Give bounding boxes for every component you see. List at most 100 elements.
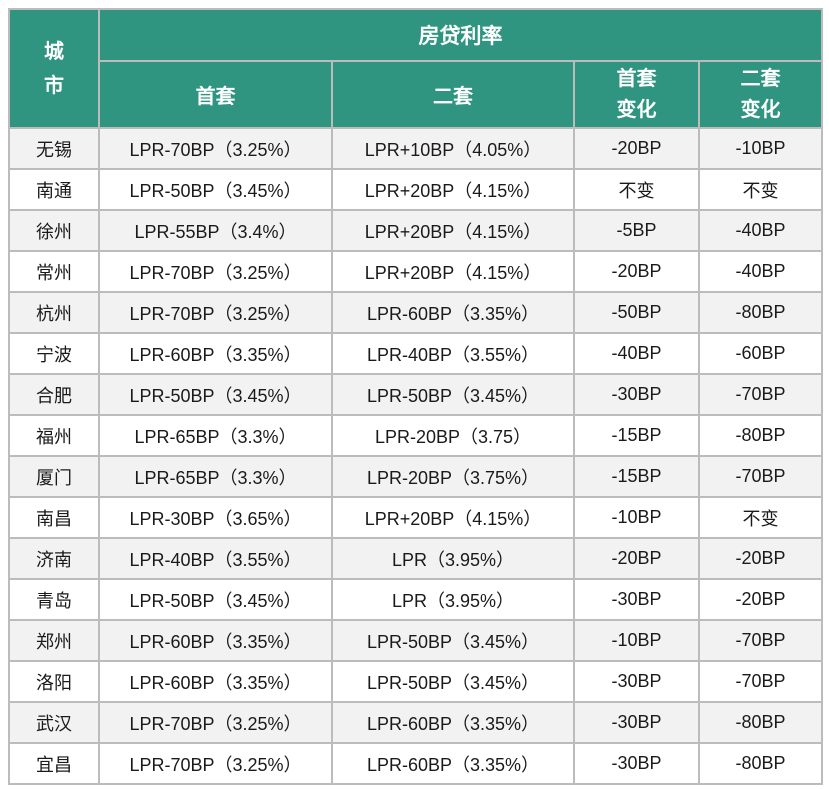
table-row: 宁波 LPR-60BP（3.35%） LPR-40BP（3.55%） -40BP -60… xyxy=(8,332,823,375)
second-home-rate-cell: LPR-20BP（3.75%） xyxy=(331,455,575,498)
first-home-rate-cell: LPR-70BP（3.25%） xyxy=(98,742,333,785)
second-change-cell: -80BP xyxy=(698,291,823,334)
city-cell: 洛阳 xyxy=(8,660,100,703)
table-row: 宜昌 LPR-70BP（3.25%） LPR-60BP（3.35%） -30BP -80… xyxy=(8,742,823,785)
first-change-cell: -30BP xyxy=(573,373,700,416)
table-row: 厦门 LPR-65BP（3.3%） LPR-20BP（3.75%） -15BP -70B… xyxy=(8,455,823,498)
column-header-first-home: 首套 xyxy=(98,60,333,129)
second-home-rate-cell: LPR+20BP（4.15%） xyxy=(331,168,575,211)
second-home-rate-cell: LPR+20BP（4.15%） xyxy=(331,496,575,539)
table-row: 常州 LPR-70BP（3.25%） LPR+20BP（4.15%） -20BP -40… xyxy=(8,250,823,293)
table-row: 徐州 LPR-55BP（3.4%） LPR+20BP（4.15%） -5BP -40BP xyxy=(8,209,823,252)
table-row: 无锡 LPR-70BP（3.25%） LPR+10BP（4.05%） -20BP -10… xyxy=(8,127,823,170)
second-change-cell: -20BP xyxy=(698,537,823,580)
second-change-cell: -70BP xyxy=(698,660,823,703)
first-home-rate-cell: LPR-40BP（3.55%） xyxy=(98,537,333,580)
first-home-rate-cell: LPR-55BP（3.4%） xyxy=(98,209,333,252)
second-change-cell: -10BP xyxy=(698,127,823,170)
table-row: 武汉 LPR-70BP（3.25%） LPR-60BP（3.35%） -30BP -80… xyxy=(8,701,823,744)
first-home-rate-cell: LPR-60BP（3.35%） xyxy=(98,619,333,662)
first-change-cell: -20BP xyxy=(573,127,700,170)
second-change-cell: -40BP xyxy=(698,209,823,252)
first-home-rate-cell: LPR-70BP（3.25%） xyxy=(98,250,333,293)
second-home-rate-cell: LPR-50BP（3.45%） xyxy=(331,660,575,703)
second-home-rate-cell: LPR-50BP（3.45%） xyxy=(331,373,575,416)
second-home-rate-cell: LPR-60BP（3.35%） xyxy=(331,291,575,334)
first-change-cell: -40BP xyxy=(573,332,700,375)
first-home-rate-cell: LPR-50BP（3.45%） xyxy=(98,168,333,211)
first-change-cell: -10BP xyxy=(573,496,700,539)
first-change-cell: -15BP xyxy=(573,414,700,457)
first-change-cell: -30BP xyxy=(573,578,700,621)
second-home-rate-cell: LPR-60BP（3.35%） xyxy=(331,701,575,744)
city-cell: 合肥 xyxy=(8,373,100,416)
second-change-cell: -80BP xyxy=(698,742,823,785)
first-home-rate-cell: LPR-70BP（3.25%） xyxy=(98,291,333,334)
city-cell: 青岛 xyxy=(8,578,100,621)
first-change-cell: -20BP xyxy=(573,250,700,293)
second-home-rate-cell: LPR+20BP（4.15%） xyxy=(331,250,575,293)
first-change-cell: -10BP xyxy=(573,619,700,662)
header-row-subcolumns: 首套 二套 首套 变化 二套 变化 xyxy=(9,60,823,129)
first-change-cell: -30BP xyxy=(573,660,700,703)
city-cell: 宜昌 xyxy=(8,742,100,785)
first-change-cell: -5BP xyxy=(573,209,700,252)
first-change-cell: 不变 xyxy=(573,168,700,211)
second-home-rate-cell: LPR-60BP（3.35%） xyxy=(331,742,575,785)
first-change-cell: -15BP xyxy=(573,455,700,498)
city-cell: 杭州 xyxy=(8,291,100,334)
group-header-mortgage-rate: 房贷利率 xyxy=(98,8,823,62)
city-cell: 常州 xyxy=(8,250,100,293)
first-home-rate-cell: LPR-70BP（3.25%） xyxy=(98,701,333,744)
second-change-cell: -80BP xyxy=(698,701,823,744)
city-cell: 南通 xyxy=(8,168,100,211)
second-home-rate-cell: LPR-40BP（3.55%） xyxy=(331,332,575,375)
first-change-cell: -50BP xyxy=(573,291,700,334)
second-change-cell: 不变 xyxy=(698,168,823,211)
city-cell: 徐州 xyxy=(8,209,100,252)
second-change-cell: 不变 xyxy=(698,496,823,539)
city-cell: 福州 xyxy=(8,414,100,457)
table-body: 无锡 LPR-70BP（3.25%） LPR+10BP（4.05%） -20BP -10… xyxy=(8,127,823,785)
mortgage-rate-table: 城 市 房贷利率 首套 二套 首套 变化 二套 变化 无锡 LPR-70BP（3.… xyxy=(8,8,823,785)
city-cell: 厦门 xyxy=(8,455,100,498)
second-change-cell: -70BP xyxy=(698,455,823,498)
first-home-rate-cell: LPR-30BP（3.65%） xyxy=(98,496,333,539)
second-home-rate-cell: LPR-20BP（3.75） xyxy=(331,414,575,457)
table-row: 青岛 LPR-50BP（3.45%） LPR（3.95%） -30BP -20BP xyxy=(8,578,823,621)
table-row: 济南 LPR-40BP（3.55%） LPR（3.95%） -20BP -20BP xyxy=(8,537,823,580)
city-cell: 武汉 xyxy=(8,701,100,744)
table-row: 合肥 LPR-50BP（3.45%） LPR-50BP（3.45%） -30BP -70… xyxy=(8,373,823,416)
second-change-cell: -60BP xyxy=(698,332,823,375)
first-home-rate-cell: LPR-50BP（3.45%） xyxy=(98,373,333,416)
table-row: 郑州 LPR-60BP（3.35%） LPR-50BP（3.45%） -10BP -70… xyxy=(8,619,823,662)
table-row: 南昌 LPR-30BP（3.65%） LPR+20BP（4.15%） -10BP 不变 xyxy=(8,496,823,539)
city-cell: 南昌 xyxy=(8,496,100,539)
second-home-rate-cell: LPR（3.95%） xyxy=(331,537,575,580)
second-change-cell: -70BP xyxy=(698,373,823,416)
first-home-rate-cell: LPR-60BP（3.35%） xyxy=(98,332,333,375)
second-change-cell: -40BP xyxy=(698,250,823,293)
second-change-cell: -20BP xyxy=(698,578,823,621)
second-change-cell: -80BP xyxy=(698,414,823,457)
first-change-cell: -20BP xyxy=(573,537,700,580)
second-home-rate-cell: LPR-50BP（3.45%） xyxy=(331,619,575,662)
table-row: 福州 LPR-65BP（3.3%） LPR-20BP（3.75） -15BP -80BP xyxy=(8,414,823,457)
first-home-rate-cell: LPR-70BP（3.25%） xyxy=(98,127,333,170)
first-home-rate-cell: LPR-50BP（3.45%） xyxy=(98,578,333,621)
first-home-rate-cell: LPR-65BP（3.3%） xyxy=(98,455,333,498)
table-row: 洛阳 LPR-60BP（3.35%） LPR-50BP（3.45%） -30BP -70… xyxy=(8,660,823,703)
city-cell: 宁波 xyxy=(8,332,100,375)
table-row: 杭州 LPR-70BP（3.25%） LPR-60BP（3.35%） -50BP -80… xyxy=(8,291,823,334)
first-change-cell: -30BP xyxy=(573,742,700,785)
second-home-rate-cell: LPR+20BP（4.15%） xyxy=(331,209,575,252)
header-row-group: 城 市 房贷利率 xyxy=(8,8,823,129)
table-header: 城 市 房贷利率 首套 二套 首套 变化 二套 变化 xyxy=(8,8,823,129)
city-cell: 郑州 xyxy=(8,619,100,662)
city-cell: 济南 xyxy=(8,537,100,580)
first-change-cell: -30BP xyxy=(573,701,700,744)
first-home-rate-cell: LPR-65BP（3.3%） xyxy=(98,414,333,457)
column-header-first-home-change: 首套 变化 xyxy=(573,60,700,129)
column-header-second-home-change: 二套 变化 xyxy=(698,60,823,129)
